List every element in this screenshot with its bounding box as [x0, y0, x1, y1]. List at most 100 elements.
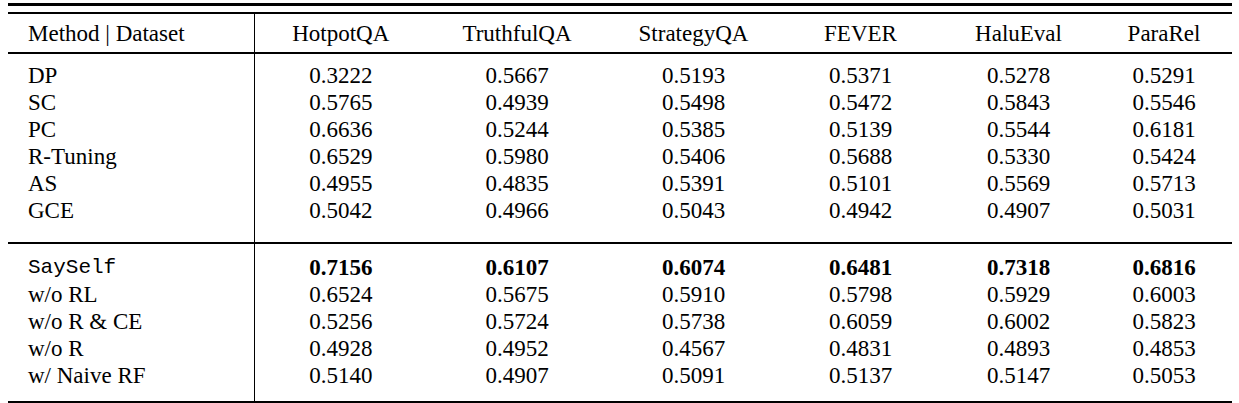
header-col-pararel: ParaRel — [1096, 14, 1232, 53]
value-cell: 0.5843 — [941, 89, 1096, 116]
header-col-hotpotqa: HotpotQA — [254, 14, 427, 53]
table-row: DP0.32220.56670.51930.53710.52780.5291 — [8, 53, 1232, 89]
value-cell: 0.5688 — [780, 143, 941, 170]
value-cell: 0.5713 — [1096, 170, 1232, 197]
value-cell: 0.5724 — [427, 308, 607, 335]
header-row: Method | Dataset HotpotQA TruthfulQA Str… — [8, 14, 1232, 53]
value-cell: 0.5765 — [254, 89, 427, 116]
value-cell: 0.4942 — [780, 197, 941, 243]
value-cell: 0.5569 — [941, 170, 1096, 197]
table-row: R-Tuning0.65290.59800.54060.56880.53300.… — [8, 143, 1232, 170]
value-cell: 0.5371 — [780, 53, 941, 89]
method-cell: w/ Naive RF — [8, 362, 254, 401]
value-cell: 0.6107 — [427, 243, 607, 281]
value-cell: 0.5139 — [780, 116, 941, 143]
value-cell: 0.4907 — [427, 362, 607, 401]
value-cell: 0.5667 — [427, 53, 607, 89]
header-col-strategyqa: StrategyQA — [607, 14, 780, 53]
value-cell: 0.5472 — [780, 89, 941, 116]
table-row: SC0.57650.49390.54980.54720.58430.5546 — [8, 89, 1232, 116]
value-cell: 0.6636 — [254, 116, 427, 143]
value-cell: 0.5929 — [941, 281, 1096, 308]
value-cell: 0.6181 — [1096, 116, 1232, 143]
value-cell: 0.6059 — [780, 308, 941, 335]
header-method-dataset: Method | Dataset — [8, 14, 254, 53]
value-cell: 0.7318 — [941, 243, 1096, 281]
value-cell: 0.4893 — [941, 335, 1096, 362]
value-cell: 0.4955 — [254, 170, 427, 197]
value-cell: 0.5147 — [941, 362, 1096, 401]
value-cell: 0.6816 — [1096, 243, 1232, 281]
value-cell: 0.5406 — [607, 143, 780, 170]
method-cell: PC — [8, 116, 254, 143]
value-cell: 0.4928 — [254, 335, 427, 362]
method-cell: SaySelf — [8, 243, 254, 281]
value-cell: 0.5137 — [780, 362, 941, 401]
value-cell: 0.5330 — [941, 143, 1096, 170]
header-col-fever: FEVER — [780, 14, 941, 53]
value-cell: 0.6481 — [780, 243, 941, 281]
header-col-truthfulqa: TruthfulQA — [427, 14, 607, 53]
table-header: Method | Dataset HotpotQA TruthfulQA Str… — [8, 14, 1232, 53]
table-row: w/o R0.49280.49520.45670.48310.48930.485… — [8, 335, 1232, 362]
value-cell: 0.5738 — [607, 308, 780, 335]
value-cell: 0.5140 — [254, 362, 427, 401]
value-cell: 0.3222 — [254, 53, 427, 89]
results-table-container: Method | Dataset HotpotQA TruthfulQA Str… — [8, 3, 1232, 403]
value-cell: 0.4939 — [427, 89, 607, 116]
method-cell: GCE — [8, 197, 254, 243]
results-table: Method | Dataset HotpotQA TruthfulQA Str… — [8, 14, 1232, 401]
value-cell: 0.5798 — [780, 281, 941, 308]
value-cell: 0.5256 — [254, 308, 427, 335]
value-cell: 0.4853 — [1096, 335, 1232, 362]
table-row: GCE0.50420.49660.50430.49420.49070.5031 — [8, 197, 1232, 243]
group-baselines: DP0.32220.56670.51930.53710.52780.5291SC… — [8, 53, 1232, 243]
value-cell: 0.5544 — [941, 116, 1096, 143]
value-cell: 0.7156 — [254, 243, 427, 281]
value-cell: 0.5193 — [607, 53, 780, 89]
table-row: w/ Naive RF0.51400.49070.50910.51370.514… — [8, 362, 1232, 401]
group-sayself-ablations: SaySelf0.71560.61070.60740.64810.73180.6… — [8, 243, 1232, 401]
value-cell: 0.5042 — [254, 197, 427, 243]
value-cell: 0.5391 — [607, 170, 780, 197]
top-rule-thick — [8, 3, 1232, 6]
value-cell: 0.6003 — [1096, 281, 1232, 308]
value-cell: 0.5053 — [1096, 362, 1232, 401]
value-cell: 0.5291 — [1096, 53, 1232, 89]
header-col-halueval: HaluEval — [941, 14, 1096, 53]
method-cell: AS — [8, 170, 254, 197]
value-cell: 0.4567 — [607, 335, 780, 362]
method-cell: w/o R & CE — [8, 308, 254, 335]
value-cell: 0.4831 — [780, 335, 941, 362]
value-cell: 0.6529 — [254, 143, 427, 170]
value-cell: 0.5091 — [607, 362, 780, 401]
method-cell: R-Tuning — [8, 143, 254, 170]
value-cell: 0.4907 — [941, 197, 1096, 243]
table-row: PC0.66360.52440.53850.51390.55440.6181 — [8, 116, 1232, 143]
value-cell: 0.5546 — [1096, 89, 1232, 116]
value-cell: 0.6074 — [607, 243, 780, 281]
value-cell: 0.5031 — [1096, 197, 1232, 243]
value-cell: 0.6524 — [254, 281, 427, 308]
value-cell: 0.6002 — [941, 308, 1096, 335]
value-cell: 0.5043 — [607, 197, 780, 243]
table-row: SaySelf0.71560.61070.60740.64810.73180.6… — [8, 243, 1232, 281]
value-cell: 0.5498 — [607, 89, 780, 116]
value-cell: 0.5385 — [607, 116, 780, 143]
table-row: AS0.49550.48350.53910.51010.55690.5713 — [8, 170, 1232, 197]
value-cell: 0.5675 — [427, 281, 607, 308]
value-cell: 0.5424 — [1096, 143, 1232, 170]
value-cell: 0.5910 — [607, 281, 780, 308]
value-cell: 0.4966 — [427, 197, 607, 243]
value-cell: 0.5244 — [427, 116, 607, 143]
table-row: w/o R & CE0.52560.57240.57380.60590.6002… — [8, 308, 1232, 335]
value-cell: 0.5278 — [941, 53, 1096, 89]
method-cell: w/o R — [8, 335, 254, 362]
value-cell: 0.5823 — [1096, 308, 1232, 335]
value-cell: 0.5101 — [780, 170, 941, 197]
method-cell: DP — [8, 53, 254, 89]
value-cell: 0.5980 — [427, 143, 607, 170]
value-cell: 0.4835 — [427, 170, 607, 197]
value-cell: 0.4952 — [427, 335, 607, 362]
method-cell: w/o RL — [8, 281, 254, 308]
